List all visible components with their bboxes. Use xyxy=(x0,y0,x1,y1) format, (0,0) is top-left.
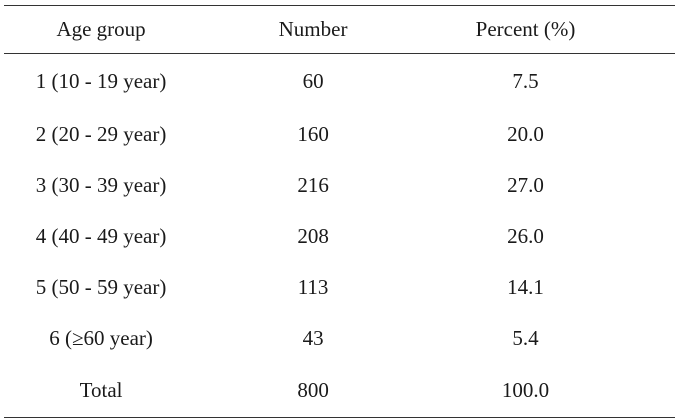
table-row: 4 (40 - 49 year) 208 26.0 xyxy=(4,211,675,262)
age-distribution-table-container: Age group Number Percent (%) 1 (10 - 19 … xyxy=(4,5,675,418)
cell-percent: 5.4 xyxy=(512,325,539,350)
cell-percent: 14.1 xyxy=(507,274,544,299)
cell-number: 160 xyxy=(297,121,329,146)
table-row: 6 (≥60 year) 43 5.4 xyxy=(4,313,675,364)
cell-age-group: 4 (40 - 49 year) xyxy=(35,223,167,248)
age-distribution-table: Age group Number Percent (%) 1 (10 - 19 … xyxy=(4,5,675,418)
total-number: 800 xyxy=(232,363,420,418)
cell-number: 43 xyxy=(302,325,324,350)
table-header: Age group Number Percent (%) xyxy=(4,5,675,54)
cell-age-group: 3 (30 - 39 year) xyxy=(35,172,167,197)
table-row: 2 (20 - 29 year) 160 20.0 xyxy=(4,109,675,160)
cell-number: 216 xyxy=(297,172,329,197)
cell-percent: 26.0 xyxy=(507,223,544,248)
cell-number: 60 xyxy=(302,68,324,93)
cell-percent: 7.5 xyxy=(512,68,539,93)
header-age-group: Age group xyxy=(4,5,233,54)
table-row: 5 (50 - 59 year) 113 14.1 xyxy=(4,262,675,313)
cell-age-group: 5 (50 - 59 year) xyxy=(35,274,167,299)
cell-number: 113 xyxy=(297,274,329,299)
table-row: 1 (10 - 19 year) 60 7.5 xyxy=(4,54,675,109)
header-row: Age group Number Percent (%) xyxy=(4,5,675,54)
header-number: Number xyxy=(232,5,420,54)
cell-age-group: 6 (≥60 year) xyxy=(49,325,153,350)
total-percent: 100.0 xyxy=(420,363,675,418)
cell-age-group: 1 (10 - 19 year) xyxy=(35,68,167,93)
total-row: Total 800 100.0 xyxy=(4,363,675,418)
cell-percent: 27.0 xyxy=(507,172,544,197)
total-label: Total xyxy=(4,363,233,418)
table-body: 1 (10 - 19 year) 60 7.5 2 (20 - 29 year)… xyxy=(4,54,675,418)
cell-number: 208 xyxy=(297,223,329,248)
cell-age-group: 2 (20 - 29 year) xyxy=(35,121,167,146)
header-percent: Percent (%) xyxy=(420,5,675,54)
table-row: 3 (30 - 39 year) 216 27.0 xyxy=(4,160,675,211)
cell-percent: 20.0 xyxy=(507,121,544,146)
